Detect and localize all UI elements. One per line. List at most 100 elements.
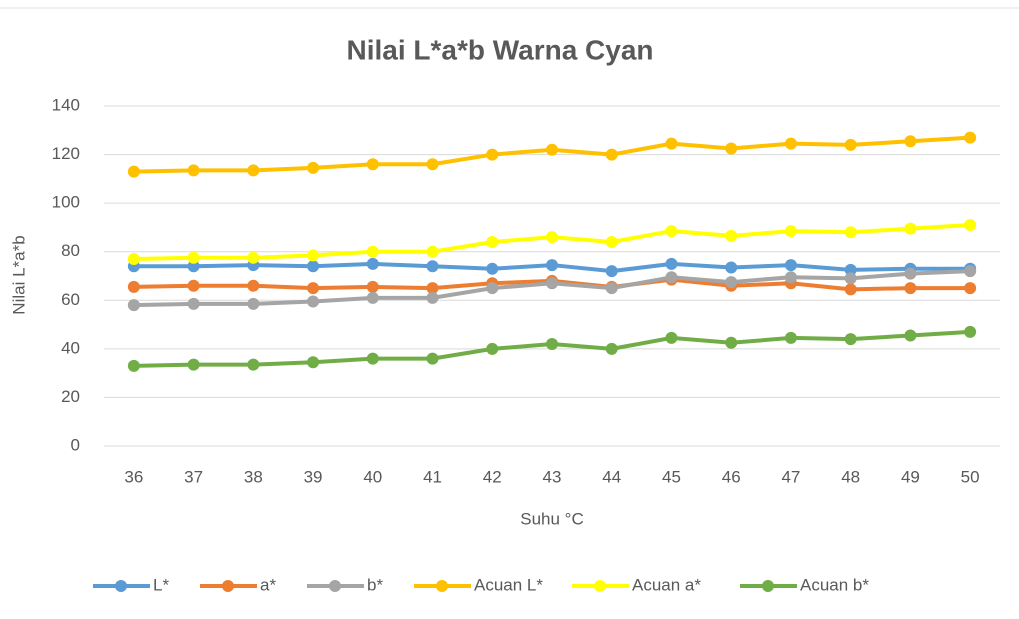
y-tick-label: 80: [61, 241, 80, 260]
data-point: [366, 257, 379, 270]
data-point: [187, 297, 200, 310]
data-point: [904, 282, 917, 295]
data-point: [127, 165, 140, 178]
data-point: [247, 279, 260, 292]
data-point: [486, 236, 499, 248]
y-tick-label: 100: [52, 193, 80, 212]
data-point: [307, 260, 320, 273]
data-point: [844, 226, 857, 239]
x-tick-label: 38: [244, 467, 263, 486]
x-tick-label: 40: [363, 467, 382, 486]
y-tick-label: 40: [61, 338, 80, 357]
data-point: [964, 219, 977, 231]
legend-marker: [115, 580, 127, 592]
data-point: [426, 282, 439, 295]
data-point: [964, 265, 977, 278]
data-point: [366, 352, 379, 365]
data-point: [187, 279, 200, 292]
data-point: [307, 161, 320, 174]
data-point: [307, 249, 320, 262]
data-point: [307, 356, 320, 369]
data-point: [426, 291, 439, 304]
y-tick-label: 120: [52, 144, 80, 163]
data-point: [307, 295, 320, 308]
data-point: [844, 263, 857, 276]
data-point: [486, 148, 499, 161]
data-point: [904, 222, 917, 235]
data-point: [187, 260, 200, 273]
data-point: [784, 259, 797, 272]
data-point: [844, 272, 857, 285]
x-tick-label: 36: [124, 467, 143, 486]
data-point: [546, 277, 558, 290]
data-point: [247, 164, 260, 177]
data-point: [904, 329, 917, 342]
data-point: [187, 358, 200, 371]
legend-marker: [222, 580, 234, 592]
x-tick-label: 46: [722, 467, 741, 486]
data-point: [127, 253, 140, 265]
x-tick-label: 49: [901, 467, 920, 486]
y-tick-label: 20: [61, 387, 80, 406]
data-point: [426, 260, 439, 273]
legend-label: b*: [367, 575, 383, 594]
x-tick-label: 48: [841, 467, 860, 486]
y-tick-label: 140: [52, 95, 80, 114]
data-point: [247, 251, 260, 264]
data-point: [665, 257, 678, 270]
legend-label: Acuan L*: [474, 575, 543, 594]
data-point: [605, 148, 618, 161]
data-point: [725, 336, 738, 349]
data-point: [784, 225, 797, 238]
data-point: [964, 131, 977, 144]
data-point: [127, 359, 140, 372]
x-tick-label: 47: [781, 467, 800, 486]
x-tick-label: 45: [662, 467, 681, 486]
x-axis-title: Suhu °C: [520, 509, 584, 528]
data-point: [665, 331, 678, 344]
x-tick-label: 50: [961, 467, 980, 486]
data-point: [784, 271, 797, 284]
chart-title: Nilai L*a*b Warna Cyan: [346, 34, 653, 65]
data-point: [546, 143, 558, 156]
data-point: [247, 358, 260, 371]
x-tick-label: 43: [543, 467, 562, 486]
x-tick-label: 42: [483, 467, 502, 486]
legend-marker: [329, 580, 341, 592]
data-point: [366, 291, 379, 304]
data-point: [366, 280, 379, 293]
legend-marker: [762, 580, 774, 592]
legend-label: Acuan b*: [800, 575, 869, 594]
data-point: [844, 138, 857, 151]
data-point: [725, 142, 738, 155]
data-point: [546, 338, 558, 350]
y-tick-label: 60: [61, 290, 80, 309]
data-point: [187, 251, 200, 264]
data-point: [665, 271, 678, 284]
data-point: [964, 325, 977, 338]
data-point: [426, 245, 439, 258]
data-point: [784, 331, 797, 344]
data-point: [307, 282, 320, 295]
data-point: [366, 245, 379, 258]
data-point: [665, 137, 678, 150]
data-point: [486, 342, 499, 355]
data-point: [904, 267, 917, 280]
data-point: [725, 261, 738, 274]
x-tick-label: 37: [184, 467, 203, 486]
data-point: [486, 262, 499, 275]
y-tick-label: 0: [71, 435, 80, 454]
legend-label: a*: [260, 575, 276, 594]
data-point: [665, 225, 678, 238]
data-point: [964, 282, 977, 295]
data-point: [605, 265, 618, 278]
legend-marker: [436, 580, 448, 592]
data-point: [904, 135, 917, 148]
data-point: [784, 137, 797, 150]
data-point: [605, 342, 618, 355]
data-point: [366, 158, 379, 171]
x-tick-label: 39: [304, 467, 323, 486]
data-point: [725, 276, 738, 289]
data-point: [426, 352, 439, 365]
